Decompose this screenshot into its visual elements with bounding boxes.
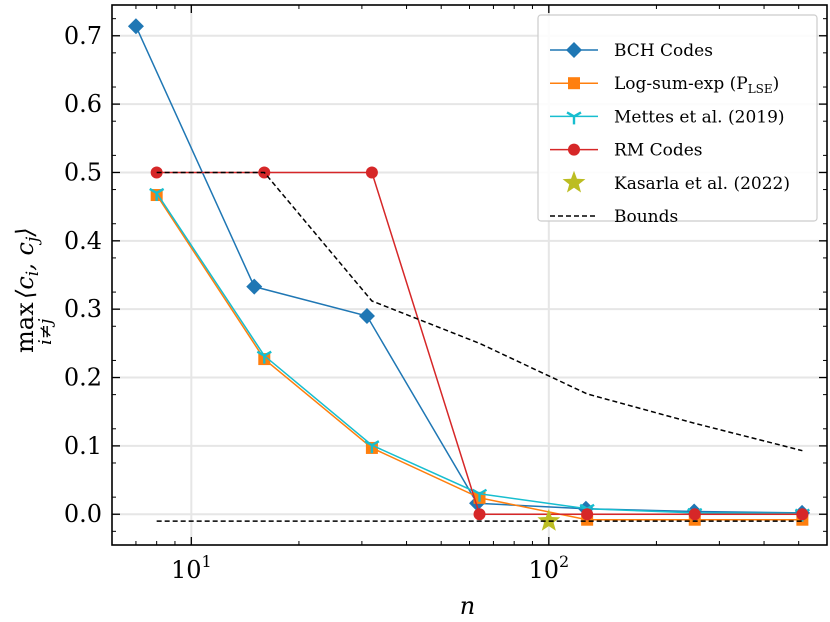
bound-line <box>156 171 803 452</box>
y-tick-label: 0.3 <box>64 295 102 323</box>
legend-marker <box>568 143 580 156</box>
axes: 0.0 0.1 0.2 0.3 0.4 0.5 0.6 0.7 101 102 <box>64 4 828 584</box>
legend-entry: Mettes et al. (2019) <box>550 107 785 127</box>
y-label-expr: ⟨ci, cj⟩ <box>11 227 43 299</box>
data-point <box>256 350 272 364</box>
legend-label: Bounds <box>614 207 678 227</box>
data-point <box>688 508 701 521</box>
x-tick-label: 102 <box>528 552 569 584</box>
x-axis-label: n <box>460 592 475 620</box>
legend-label: Log-sum-exp (PLSE) <box>614 74 779 96</box>
legend-marker <box>568 77 580 90</box>
data-point <box>581 508 594 521</box>
legend-marker <box>566 111 582 125</box>
y-tick-label: 0.5 <box>64 158 102 186</box>
legend-label: BCH Codes <box>614 41 713 61</box>
data-point <box>358 308 375 325</box>
series-log-sum-exp-p <box>150 189 809 526</box>
legend-label: Mettes et al. (2019) <box>614 107 785 127</box>
y-label-subscript: i≠j <box>35 318 56 345</box>
data-point <box>246 278 263 295</box>
y-tick-label: 0.2 <box>64 364 102 392</box>
legend: BCH Codes Log-sum-exp (PLSE) Mettes et al.… <box>537 14 818 227</box>
x-tick-label: 101 <box>171 552 212 584</box>
series-line <box>156 194 803 521</box>
data-point <box>149 187 165 201</box>
y-tick-label: 0.0 <box>64 500 102 528</box>
series-layer <box>127 18 811 531</box>
y-tick-label: 0.7 <box>64 22 102 50</box>
data-point <box>471 488 488 502</box>
series-bounds <box>156 171 803 522</box>
legend-label: Kasarla et al. (2022) <box>614 174 790 194</box>
series-mettes-et-al-2019 <box>149 187 810 522</box>
legend-entry: Kasarla et al. (2022) <box>562 170 790 194</box>
y-tick-label: 0.1 <box>64 432 102 460</box>
legend-entry: Bounds <box>550 207 678 227</box>
legend-entry: Log-sum-exp (PLSE) <box>550 74 779 96</box>
legend-label: RM Codes <box>614 141 703 161</box>
legend-entry: RM Codes <box>550 141 703 161</box>
data-point <box>127 18 144 35</box>
data-point <box>796 508 809 521</box>
legend-box <box>537 14 818 222</box>
data-point <box>365 166 378 179</box>
legend-entry: BCH Codes <box>550 41 713 61</box>
legend-marker <box>562 170 586 193</box>
data-point <box>537 509 561 531</box>
y-tick-label: 0.4 <box>64 227 102 255</box>
series-kasarla-et-al-2022 <box>537 509 561 531</box>
y-tick-label: 0.6 <box>64 90 102 118</box>
y-label-max: max <box>11 302 39 353</box>
data-point <box>473 508 486 521</box>
legend-marker <box>566 42 582 58</box>
data-point <box>364 440 380 454</box>
